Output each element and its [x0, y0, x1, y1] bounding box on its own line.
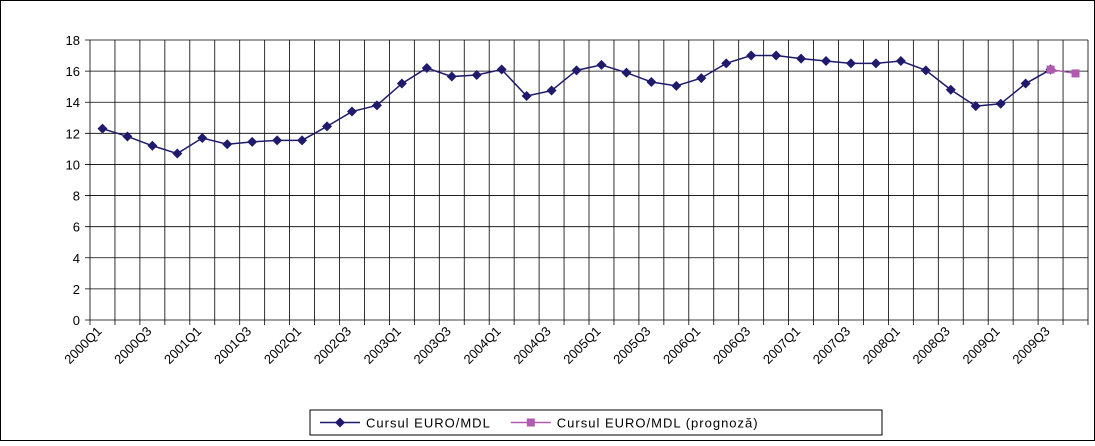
point	[396, 78, 407, 89]
point	[122, 131, 133, 142]
point	[1071, 69, 1080, 78]
y-tick-label: 8	[73, 189, 80, 204]
y-tick-label: 0	[73, 313, 80, 328]
point	[945, 84, 956, 95]
point	[471, 70, 482, 80]
point	[771, 50, 782, 61]
point	[197, 133, 208, 143]
point	[796, 53, 807, 64]
point	[97, 123, 108, 134]
point	[596, 59, 607, 70]
point	[646, 77, 657, 87]
y-tick-label: 14	[66, 95, 80, 110]
point	[446, 71, 457, 82]
y-tick-label: 2	[73, 282, 80, 297]
point	[346, 106, 357, 117]
y-tick-label: 18	[66, 33, 80, 48]
point	[371, 100, 382, 111]
legend-label: Cursul EURO/MDL (prognoză)	[557, 416, 759, 431]
point	[920, 65, 931, 76]
point	[970, 101, 981, 112]
legend-box	[309, 409, 883, 436]
point	[746, 50, 757, 61]
point	[1046, 65, 1055, 74]
point	[621, 67, 632, 78]
point	[821, 56, 832, 66]
point	[1020, 78, 1031, 89]
y-tick-label: 12	[66, 126, 80, 141]
point	[546, 85, 557, 96]
point	[172, 148, 183, 159]
point	[895, 56, 906, 66]
legend-marker	[526, 418, 535, 427]
y-tick-label: 6	[73, 220, 80, 235]
point	[272, 135, 283, 146]
point	[222, 139, 233, 150]
point	[571, 65, 582, 76]
point	[995, 98, 1006, 109]
series-line	[1050, 68, 1076, 75]
point	[721, 58, 732, 69]
y-tick-label: 10	[66, 157, 80, 172]
y-tick-label: 4	[73, 251, 80, 266]
point	[297, 135, 308, 146]
point	[845, 58, 856, 69]
point	[147, 140, 158, 151]
legend-marker	[335, 417, 345, 428]
point	[870, 58, 881, 69]
point	[421, 63, 432, 73]
legend-label: Cursul EURO/MDL	[366, 416, 491, 431]
point	[247, 136, 258, 147]
point	[696, 73, 707, 84]
point	[322, 121, 333, 132]
point	[496, 64, 507, 75]
y-tick-label: 16	[66, 64, 80, 79]
point	[521, 91, 532, 101]
point	[671, 80, 682, 91]
